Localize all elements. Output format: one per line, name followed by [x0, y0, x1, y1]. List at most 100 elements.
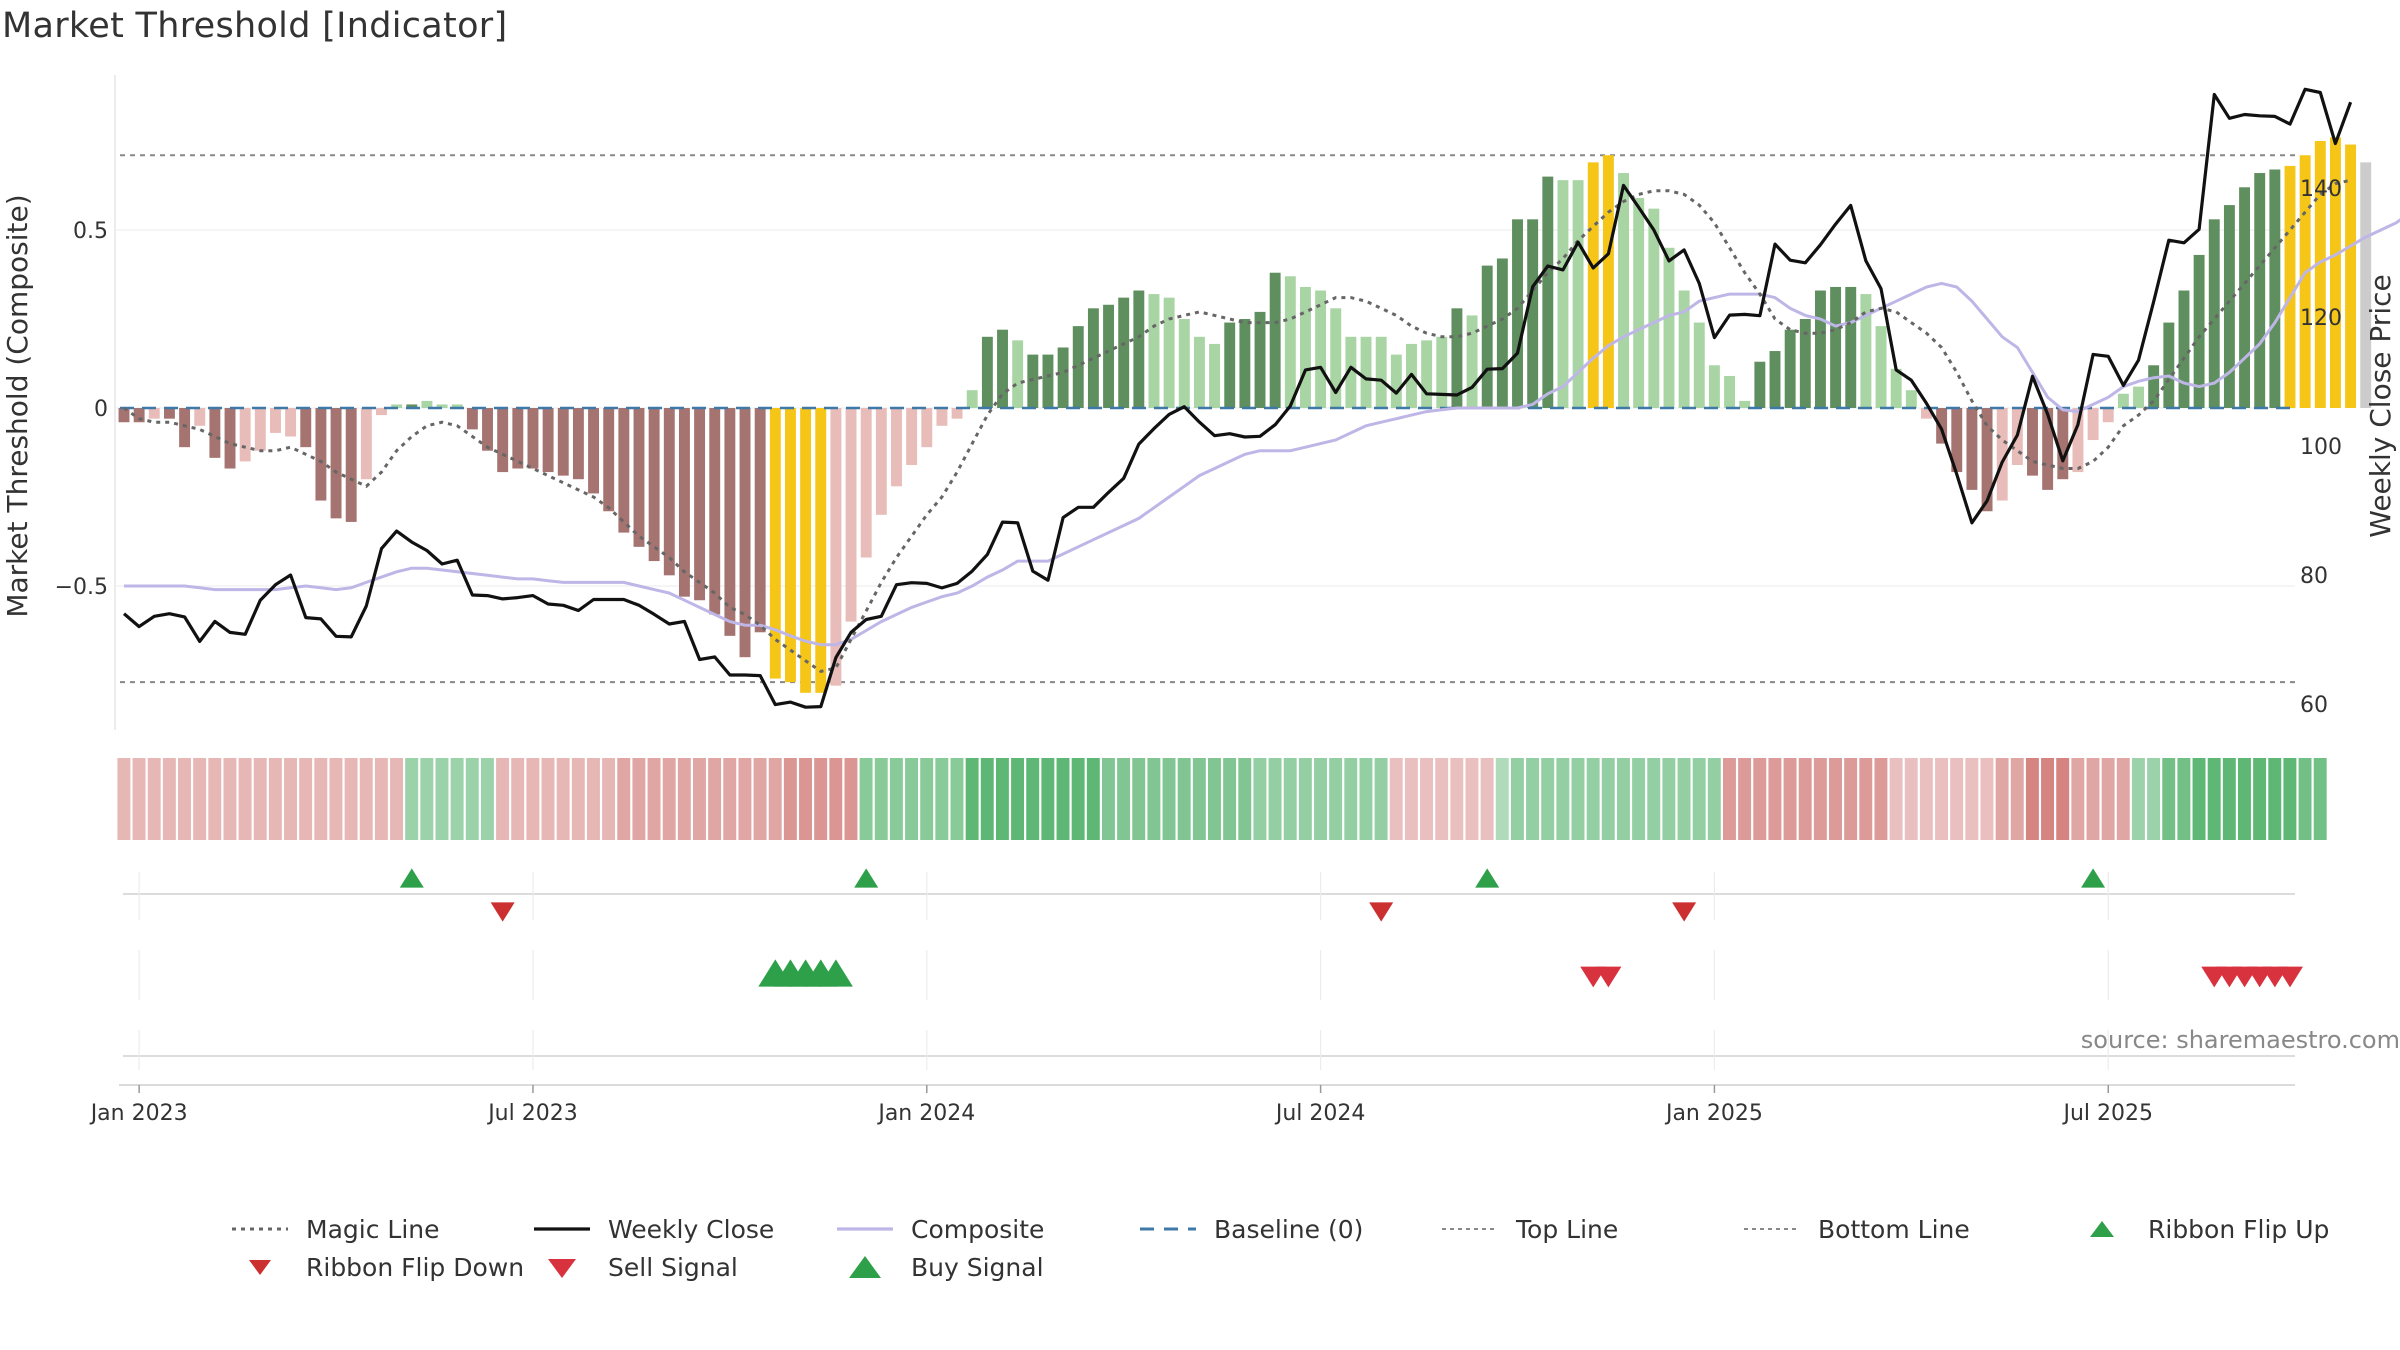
legend-symbol-icon — [837, 1227, 893, 1231]
ribbon-cell — [1980, 758, 1994, 840]
composite-bar — [2329, 137, 2341, 408]
composite-bar — [1148, 294, 1160, 408]
composite-bar — [694, 408, 706, 601]
composite-bar — [179, 408, 191, 448]
x-tick-label: Jan 2025 — [1664, 1101, 1763, 1126]
legend-symbol-icon — [548, 1259, 576, 1278]
legend-label: Baseline (0) — [1214, 1214, 1364, 1244]
x-tick-label: Jul 2025 — [2061, 1101, 2153, 1126]
legend-label: Weekly Close — [608, 1214, 775, 1244]
ribbon-cell — [1389, 758, 1403, 840]
composite-bar — [2284, 165, 2296, 408]
legend-symbol-icon — [249, 1260, 271, 1275]
composite-bar — [2042, 408, 2054, 490]
ribbon-cell — [1450, 758, 1464, 840]
legend-label: Sell Signal — [608, 1252, 738, 1282]
ribbon-cell — [223, 758, 237, 840]
legend-label: Top Line — [1516, 1214, 1619, 1244]
ribbon-cell — [920, 758, 934, 840]
composite-bar — [224, 408, 236, 469]
composite-bar — [966, 390, 978, 408]
ribbon-cell — [1632, 758, 1646, 840]
composite-bar — [527, 408, 539, 469]
composite-bar — [270, 408, 281, 433]
composite-bar — [406, 404, 418, 408]
composite-bar — [557, 408, 569, 476]
ribbon-cell — [435, 758, 449, 840]
composite-bar — [497, 408, 509, 473]
ribbon-cell — [2101, 758, 2115, 840]
composite-bar — [815, 408, 827, 693]
legend-item: Ribbon Flip Down — [230, 1248, 524, 1286]
composite-bar — [1072, 326, 1084, 408]
composite-bar — [1572, 180, 1584, 408]
ribbon-cell — [390, 758, 404, 840]
composite-bar — [1345, 336, 1357, 408]
ribbon-cell — [1495, 758, 1509, 840]
legend-item: Magic Line — [230, 1210, 440, 1248]
composite-bar — [1300, 286, 1311, 408]
composite-bar — [1557, 180, 1569, 408]
axes-layer: Market Threshold (Composite) Weekly Clos… — [1, 177, 2400, 1126]
ribbon-cell — [662, 758, 676, 840]
ribbon-cell — [768, 758, 782, 840]
ribbon-cell — [814, 758, 828, 840]
composite-line — [124, 218, 2400, 647]
ribbon-cell — [1132, 758, 1146, 840]
ribbon-cell — [1556, 758, 1570, 840]
composite-bar — [1496, 258, 1508, 408]
composite-bar — [1375, 336, 1387, 408]
composite-bar — [315, 408, 327, 501]
y-axis-left-label: Market Threshold (Composite) — [1, 194, 34, 617]
composite-bar — [1284, 276, 1296, 408]
ribbon-cell — [1147, 758, 1161, 840]
ribbon-cell — [178, 758, 191, 840]
composite-bar — [724, 408, 736, 636]
composite-bar — [618, 408, 630, 533]
composite-bar — [2117, 393, 2129, 408]
composite-bar — [2072, 408, 2084, 473]
composite-bar — [1633, 197, 1645, 408]
ribbon-cell — [1647, 758, 1661, 840]
ribbon-cell — [117, 758, 131, 840]
composite-bar — [1648, 208, 1660, 408]
composite-bar — [2027, 408, 2038, 476]
legend-item: Ribbon Flip Up — [2072, 1210, 2329, 1248]
y-right-tick-label: 100 — [2300, 435, 2342, 460]
legend: Magic Line Weekly Close Composite Baseline … — [230, 1210, 2370, 1286]
ribbon-cell — [2010, 758, 2024, 840]
composite-bar — [800, 408, 812, 693]
composite-bar — [421, 400, 433, 408]
ribbon-cell — [480, 758, 494, 840]
ribbon-cell — [1268, 758, 1282, 840]
composite-bar — [1042, 354, 1054, 408]
legend-row: Magic Line Weekly Close Composite Baseline … — [230, 1210, 2370, 1248]
composite-bar — [906, 408, 918, 465]
ribbon-flip-up-marker — [2081, 868, 2106, 888]
ribbon-cell — [1359, 758, 1373, 840]
composite-bar — [1027, 354, 1039, 408]
signal-markers — [119, 868, 2303, 1086]
composite-bar — [239, 408, 251, 462]
ribbon-cell — [1586, 758, 1600, 840]
composite-bar — [981, 336, 993, 408]
ribbon-cell — [2283, 758, 2297, 840]
ribbon-cell — [450, 758, 464, 840]
composite-bar — [1512, 219, 1523, 408]
composite-bar — [648, 408, 660, 562]
legend-label: Composite — [911, 1214, 1045, 1244]
ribbon-cell — [1738, 758, 1752, 840]
ribbon-flip-up-marker — [854, 868, 879, 888]
ribbon-cell — [1208, 758, 1221, 840]
composite-bar — [1163, 297, 1175, 408]
ribbon-cell — [1813, 758, 1827, 840]
ribbon-cell — [1011, 758, 1025, 840]
ribbon-cell — [1177, 758, 1191, 840]
legend-item: Buy Signal — [835, 1248, 1044, 1286]
composite-bar — [633, 408, 645, 547]
ribbon-cell — [1616, 758, 1630, 840]
composite-bar — [1087, 308, 1099, 408]
ribbon-cell — [632, 758, 646, 840]
ribbon-cell — [2222, 758, 2236, 840]
ribbon-cell — [1480, 758, 1494, 840]
